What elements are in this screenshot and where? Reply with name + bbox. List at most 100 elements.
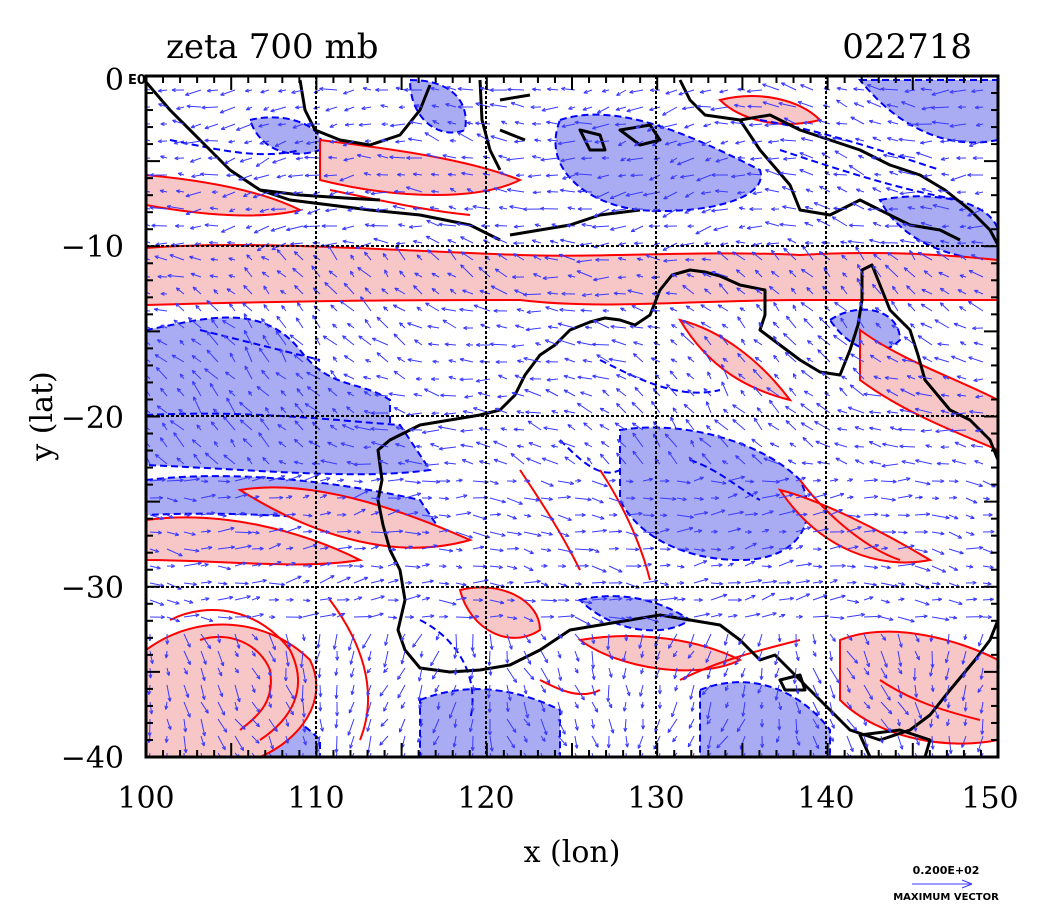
- wind-vector: [234, 735, 245, 752]
- wind-vector: [387, 477, 404, 482]
- wind-vector: [591, 123, 610, 130]
- wind-vector: [574, 650, 580, 662]
- wind-vector: [295, 317, 304, 329]
- wind-vector: [353, 462, 372, 467]
- wind-vector: [234, 561, 247, 567]
- wind-vector: [891, 300, 899, 312]
- wind-vector: [489, 88, 508, 93]
- wind-vector: [268, 718, 278, 733]
- wind-vector: [832, 334, 848, 346]
- wind-vector: [268, 597, 279, 602]
- wind-vector: [906, 375, 916, 380]
- wind-vector: [647, 324, 661, 329]
- wind-vector: [622, 650, 627, 663]
- wind-vector: [200, 616, 214, 622]
- wind-vector: [840, 240, 848, 245]
- wind-vector: [948, 565, 959, 571]
- wind-vector: [567, 274, 576, 279]
- wind-vector: [243, 191, 253, 198]
- wind-vector: [685, 257, 695, 262]
- wind-vector: [534, 138, 542, 143]
- wind-vector: [760, 752, 763, 757]
- wind-vector: [574, 718, 579, 731]
- wind-vector: [921, 106, 933, 111]
- wind-vector: [897, 494, 913, 499]
- wind-vector: [608, 718, 615, 734]
- wind-vector: [744, 612, 761, 618]
- wind-vector: [381, 122, 389, 127]
- wind-vector: [948, 599, 963, 605]
- wind-vector: [327, 441, 338, 448]
- wind-vector: [957, 241, 967, 246]
- wind-vector: [346, 406, 355, 414]
- wind-vector: [651, 208, 661, 213]
- wind-vector: [625, 752, 627, 757]
- wind-vector: [551, 223, 559, 228]
- wind-vector: [405, 186, 423, 193]
- wind-vector: [532, 121, 542, 126]
- wind-vector: [676, 547, 690, 552]
- wind-vector: [303, 564, 313, 569]
- wind-vector: [897, 752, 901, 757]
- wind-vector: [594, 139, 610, 144]
- wind-vector: [427, 249, 440, 261]
- wind-vector: [512, 275, 525, 280]
- wind-vector: [166, 514, 174, 519]
- wind-vector: [416, 254, 423, 261]
- timor-coast: [509, 208, 641, 237]
- wind-vector: [623, 718, 628, 732]
- wind-vector: [149, 615, 165, 620]
- wind-vector: [251, 752, 256, 757]
- wind-vector: [557, 548, 574, 554]
- wind-vector: [235, 123, 253, 131]
- wind-vector: [600, 441, 610, 448]
- wind-vector: [393, 370, 406, 380]
- wind-vector: [228, 303, 236, 312]
- wind-vector: [940, 156, 950, 161]
- wind-vector: [455, 596, 467, 601]
- wind-vector: [625, 564, 642, 569]
- wind-vector: [767, 422, 780, 431]
- wind-vector: [736, 718, 746, 733]
- wind-vector: [336, 478, 345, 483]
- wind-vector: [594, 292, 610, 297]
- wind-vector: [804, 205, 814, 210]
- wind-vector: [795, 579, 811, 584]
- wind-vector: [812, 684, 819, 698]
- wind-vector: [268, 633, 276, 651]
- wind-vector: [224, 371, 236, 380]
- wind-vector: [166, 667, 171, 677]
- wind-vector: [179, 339, 185, 346]
- wind-vector: [762, 83, 780, 91]
- wind-vector: [759, 667, 764, 681]
- wind-vector: [596, 354, 610, 363]
- wind-vector: [906, 285, 916, 295]
- wind-vector: [295, 105, 304, 110]
- wind-vector: [220, 123, 236, 130]
- wind-vector: [746, 89, 763, 94]
- wind-vector: [376, 352, 389, 363]
- wind-vector: [839, 387, 848, 397]
- wind-vector: [907, 206, 916, 210]
- wind-vector: [899, 444, 916, 449]
- wind-vector: [301, 701, 306, 718]
- wind-vector: [875, 322, 882, 329]
- wind-vector: [773, 301, 780, 312]
- wind-vector: [328, 270, 338, 278]
- wind-vector: [506, 684, 512, 701]
- wind-vector: [147, 718, 152, 737]
- wind-vector: [195, 304, 202, 312]
- wind-vector: [880, 497, 896, 502]
- wind-vector: [669, 370, 678, 380]
- wind-vector: [781, 186, 797, 193]
- wind-vector: [268, 527, 284, 533]
- wind-vector: [183, 561, 202, 567]
- wind-vector: [747, 104, 763, 109]
- wind-vector: [557, 614, 575, 619]
- wind-vector: [430, 377, 440, 382]
- wind-vector: [454, 752, 457, 757]
- wind-vector: [863, 684, 873, 700]
- wind-vector: [353, 479, 363, 484]
- wind-vector: [787, 238, 797, 244]
- wind-vector: [584, 325, 593, 330]
